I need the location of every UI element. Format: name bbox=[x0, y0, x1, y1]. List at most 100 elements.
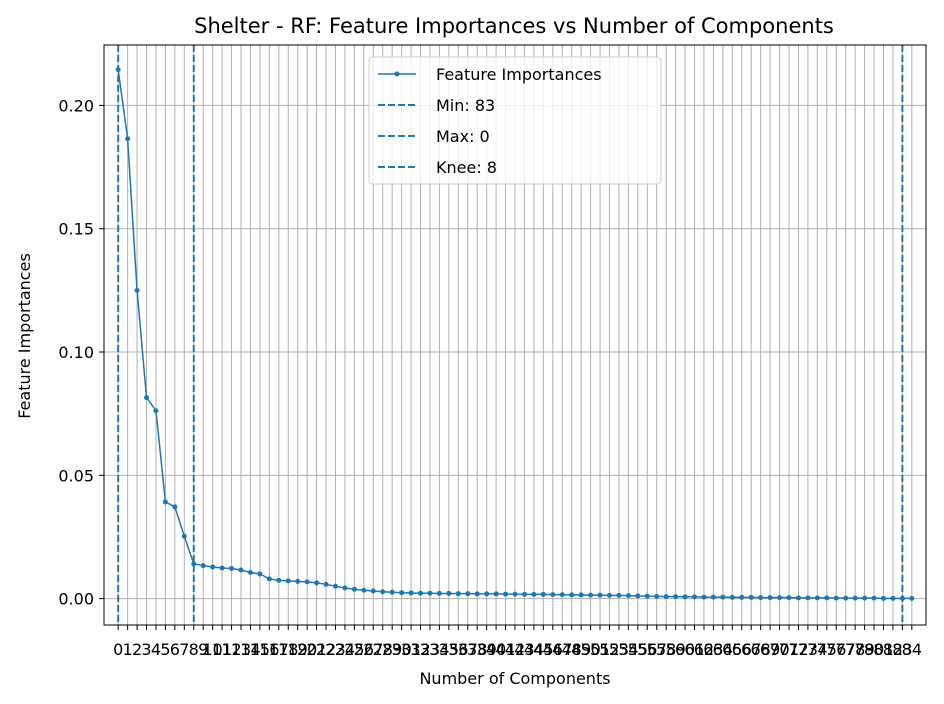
data-point-82 bbox=[890, 595, 896, 601]
x-tick-label-58: 58 bbox=[656, 640, 676, 659]
data-point-14 bbox=[247, 569, 253, 575]
data-point-34 bbox=[436, 590, 442, 596]
x-tick-label-83: 83 bbox=[892, 640, 912, 659]
x-tick-label-45: 45 bbox=[533, 640, 553, 659]
x-tick-label-11: 11 bbox=[212, 640, 232, 659]
x-tick-label-4: 4 bbox=[151, 640, 161, 659]
x-axis-label: Number of Components bbox=[419, 669, 610, 688]
data-point-7 bbox=[181, 533, 187, 539]
data-point-78 bbox=[852, 595, 858, 601]
x-tick-label-78: 78 bbox=[845, 640, 865, 659]
data-point-62 bbox=[701, 594, 707, 600]
data-point-59 bbox=[673, 594, 679, 600]
x-tick-label-15: 15 bbox=[250, 640, 270, 659]
x-tick-label-53: 53 bbox=[609, 640, 629, 659]
data-point-41 bbox=[503, 591, 509, 597]
data-point-3 bbox=[144, 395, 150, 401]
data-point-38 bbox=[474, 591, 480, 597]
data-point-11 bbox=[219, 565, 225, 571]
x-tick-label-29: 29 bbox=[382, 640, 402, 659]
data-point-6 bbox=[172, 504, 178, 510]
x-tick-label-52: 52 bbox=[599, 640, 619, 659]
x-tick-label-60: 60 bbox=[675, 640, 695, 659]
x-tick-label-74: 74 bbox=[807, 640, 827, 659]
data-point-46 bbox=[550, 592, 556, 598]
x-tick-label-12: 12 bbox=[221, 640, 241, 659]
data-point-67 bbox=[748, 594, 754, 600]
x-tick-label-41: 41 bbox=[495, 640, 515, 659]
x-tick-label-16: 16 bbox=[259, 640, 279, 659]
data-point-13 bbox=[238, 567, 244, 573]
x-tick-label-19: 19 bbox=[288, 640, 308, 659]
y-axis-label: Feature Importances bbox=[15, 253, 34, 419]
x-tick-label-18: 18 bbox=[278, 640, 298, 659]
legend-label-0: Feature Importances bbox=[436, 65, 602, 84]
x-tick-label-76: 76 bbox=[826, 640, 846, 659]
data-point-79 bbox=[862, 595, 868, 601]
x-tick-label-47: 47 bbox=[552, 640, 572, 659]
x-tick-label-44: 44 bbox=[524, 640, 544, 659]
data-point-56 bbox=[644, 593, 650, 599]
data-point-64 bbox=[720, 594, 726, 600]
data-point-55 bbox=[635, 593, 641, 599]
x-tick-label-32: 32 bbox=[410, 640, 430, 659]
x-tick-label-82: 82 bbox=[883, 640, 903, 659]
x-tick-label-80: 80 bbox=[864, 640, 884, 659]
x-tick-label-40: 40 bbox=[486, 640, 506, 659]
x-tick-label-2: 2 bbox=[132, 640, 142, 659]
data-point-73 bbox=[805, 595, 811, 601]
legend-label-1: Min: 83 bbox=[436, 96, 495, 115]
data-point-52 bbox=[606, 592, 612, 598]
data-point-0 bbox=[115, 67, 121, 73]
x-tick-label-65: 65 bbox=[722, 640, 742, 659]
x-tick-label-48: 48 bbox=[562, 640, 582, 659]
data-point-12 bbox=[229, 566, 235, 572]
legend-label-3: Knee: 8 bbox=[436, 158, 497, 177]
y-tick-label-2: 0.10 bbox=[58, 343, 94, 362]
x-tick-label-22: 22 bbox=[316, 640, 336, 659]
x-tick-label-55: 55 bbox=[628, 640, 648, 659]
data-point-48 bbox=[569, 592, 575, 598]
x-tick-label-1: 1 bbox=[123, 640, 133, 659]
x-tick-label-33: 33 bbox=[420, 640, 440, 659]
x-tick-label-3: 3 bbox=[141, 640, 151, 659]
x-tick-label-63: 63 bbox=[703, 640, 723, 659]
data-point-32 bbox=[418, 590, 424, 596]
data-point-84 bbox=[909, 595, 915, 601]
x-tick-label-6: 6 bbox=[170, 640, 180, 659]
x-tick-label-8: 8 bbox=[189, 640, 199, 659]
data-point-76 bbox=[833, 595, 839, 601]
x-tick-label-20: 20 bbox=[297, 640, 317, 659]
x-tick-label-70: 70 bbox=[769, 640, 789, 659]
data-point-77 bbox=[843, 595, 849, 601]
data-point-47 bbox=[559, 592, 565, 598]
data-point-50 bbox=[588, 592, 594, 598]
x-tick-label-10: 10 bbox=[202, 640, 222, 659]
x-tick-label-62: 62 bbox=[694, 640, 714, 659]
x-tick-label-23: 23 bbox=[325, 640, 345, 659]
plot-area: 0 1 2 3 4 5 6 7 8 9101112131415161718192021222324… bbox=[58, 44, 927, 659]
data-point-36 bbox=[455, 591, 461, 597]
data-point-18 bbox=[285, 578, 291, 584]
x-tick-label-79: 79 bbox=[854, 640, 874, 659]
x-tick-label-35: 35 bbox=[439, 640, 459, 659]
x-tick-label-36: 36 bbox=[448, 640, 468, 659]
x-tick-label-0: 0 bbox=[113, 640, 123, 659]
data-point-54 bbox=[625, 593, 631, 599]
data-point-20 bbox=[304, 579, 310, 585]
data-point-4 bbox=[153, 408, 159, 414]
x-tick-label-59: 59 bbox=[665, 640, 685, 659]
data-point-53 bbox=[616, 592, 622, 598]
data-point-49 bbox=[578, 592, 584, 598]
x-tick-label-61: 61 bbox=[684, 640, 704, 659]
data-point-66 bbox=[739, 594, 745, 600]
x-tick-label-13: 13 bbox=[231, 640, 251, 659]
data-point-37 bbox=[465, 591, 471, 597]
x-tick-label-25: 25 bbox=[344, 640, 364, 659]
legend-label-2: Max: 0 bbox=[436, 127, 490, 146]
x-tick-label-26: 26 bbox=[354, 640, 374, 659]
data-point-23 bbox=[332, 583, 338, 589]
x-tick-label-39: 39 bbox=[476, 640, 496, 659]
data-point-69 bbox=[767, 595, 773, 601]
data-point-28 bbox=[380, 589, 386, 595]
